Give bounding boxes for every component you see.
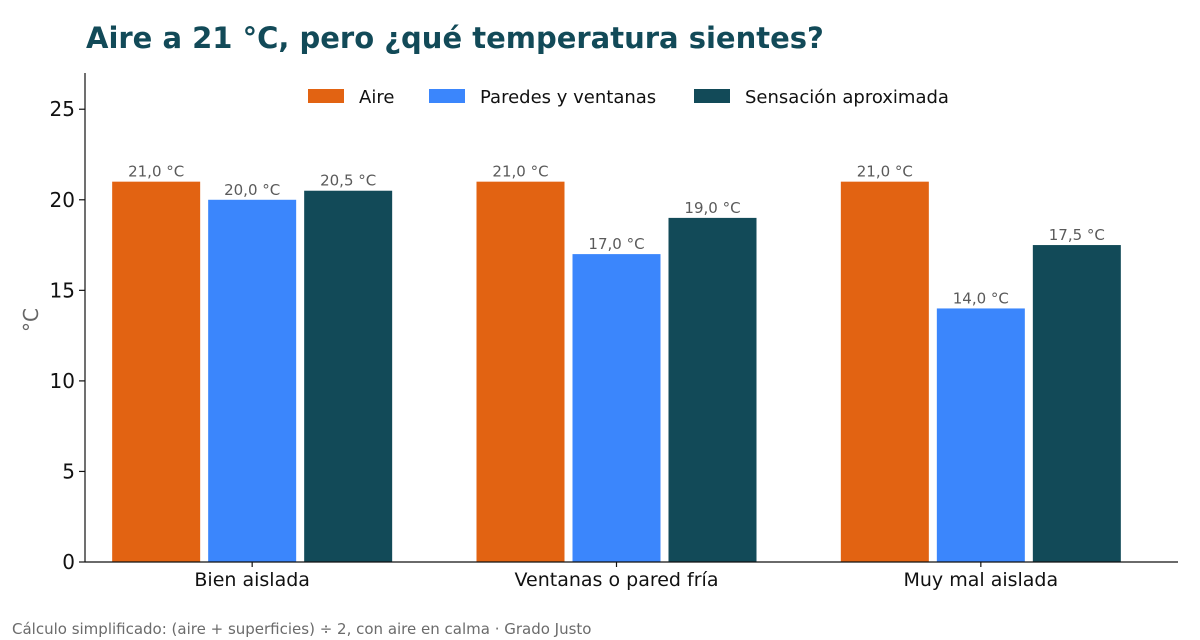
data-label: 17,0 °C [588,235,644,253]
data-label: 17,5 °C [1049,226,1105,244]
bar [572,254,661,562]
bar [840,181,929,562]
y-tick-label: 10 [50,369,75,393]
legend-label: Aire [359,87,394,108]
data-label: 14,0 °C [953,289,1009,307]
chart-title: Aire a 21 °C, pero ¿qué temperatura sien… [86,21,824,55]
bar [936,308,1025,562]
y-tick-label: 15 [50,278,75,302]
data-label: 21,0 °C [128,163,184,181]
bar [112,181,201,562]
data-label: 19,0 °C [684,199,740,217]
y-tick-label: 0 [62,550,75,574]
legend-label: Sensación aproximada [745,87,949,108]
legend-label: Paredes y ventanas [480,87,656,108]
x-tick-label: Ventanas o pared fría [515,569,719,591]
bar [668,217,757,562]
y-tick-label: 20 [50,188,75,212]
x-tick-label: Muy mal aislada [904,569,1059,591]
bar [476,181,565,562]
y-tick-label: 25 [50,97,75,121]
bar [304,190,393,562]
y-axis: 0 5 10 15 20 25 [50,73,86,574]
footer-note: Cálculo simplificado: (aire + superficie… [12,620,592,638]
legend-swatch [308,89,344,103]
x-axis: Bien aislada Ventanas o pared fría Muy mal… [85,561,1178,591]
x-tick-label: Bien aislada [194,569,310,591]
legend-swatch [694,89,730,103]
data-label: 20,5 °C [320,172,376,190]
data-label: 21,0 °C [492,163,548,181]
bars: 21,0 °C 20,0 °C 20,5 °C 21,0 °C 17,0 °C 19,0 … [112,163,1121,563]
bar [208,199,297,562]
y-tick-label: 5 [62,459,75,483]
legend-swatch [429,89,465,103]
data-label: 20,0 °C [224,181,280,199]
bar [1032,245,1121,563]
y-axis-label: °C [19,308,43,332]
data-label: 21,0 °C [857,163,913,181]
legend: Aire Paredes y ventanas Sensación aproxima… [308,87,949,108]
